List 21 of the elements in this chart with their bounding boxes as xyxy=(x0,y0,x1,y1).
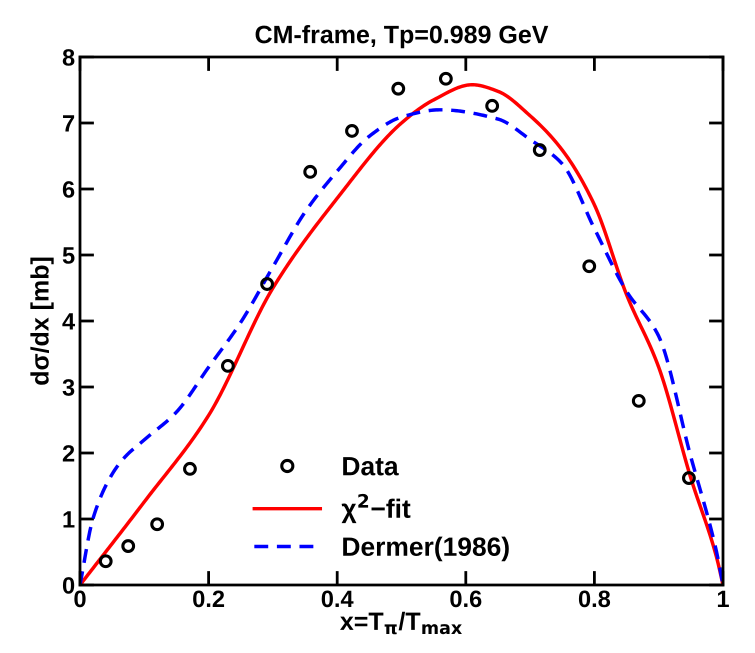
y-tick-label: 1 xyxy=(63,511,74,528)
y-tick-label: 7 xyxy=(63,115,74,132)
y-tick-label: 0 xyxy=(62,577,74,594)
y-tick-label: 6 xyxy=(62,181,74,198)
y-tick-label: 5 xyxy=(62,247,74,264)
x-tick-label: 0.4 xyxy=(322,590,354,608)
legend-label: χ$^{2}$−fit xyxy=(342,494,410,524)
y-axis-title: dσ/dx [mb] xyxy=(30,258,54,385)
x-tick-label: 0.2 xyxy=(193,590,224,608)
x-tick-label: 0.6 xyxy=(450,590,482,608)
legend-label: Data xyxy=(343,457,399,476)
x-axis-title: x=T$_{π}$/T$_{max}$ xyxy=(340,612,462,634)
x-tick-label: 1 xyxy=(718,590,729,607)
y-tick-label: 2 xyxy=(62,445,74,462)
chart-title: CM-frame, Tp=0.989 GeV xyxy=(256,24,548,48)
y-tick-label: 8 xyxy=(62,49,74,66)
legend-label: Dermer(1986) xyxy=(343,536,509,562)
y-tick-label: 3 xyxy=(62,379,74,396)
y-tick-label: 4 xyxy=(62,313,76,330)
x-tick-label: 0.8 xyxy=(578,590,610,608)
x-tick-label: 0 xyxy=(74,590,86,608)
